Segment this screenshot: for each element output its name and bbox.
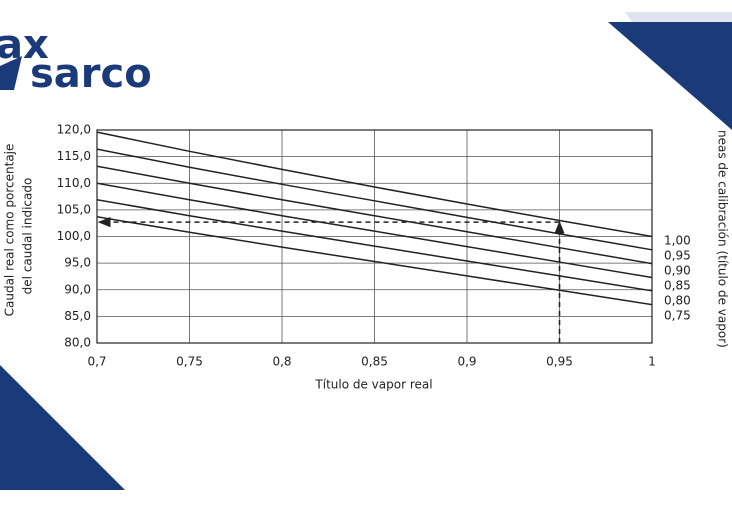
series-line [96,182,653,279]
legend-label: 0,80 [664,294,691,308]
y-tick-label: 110,0 [57,176,91,190]
y-tick-label: 120,0 [57,123,91,137]
corner-decoration [0,365,125,490]
legend-label: 0,90 [664,264,691,278]
right-axis-label: neas de calibración (título de vapor) [716,130,730,348]
y-tick-label: 90,0 [64,282,91,296]
y-axis-label: Caudal real como porcentaje [3,144,17,317]
series-line [96,165,653,265]
y-tick-label: 100,0 [57,229,91,243]
legend-label: 0,85 [664,279,691,293]
logo-mark [0,56,22,90]
y-tick-label: 85,0 [64,309,91,323]
legend-label: 0,95 [664,249,691,263]
x-tick-label: 0,95 [546,355,573,369]
corner-decoration [625,12,732,22]
y-tick-label: 115,0 [57,149,91,163]
x-tick-label: 0,7 [87,355,106,369]
x-tick-label: 1 [648,355,656,369]
legend-label: 1,00 [664,234,691,248]
y-tick-label: 105,0 [57,202,91,216]
x-axis-label: Título de vapor real [314,378,432,392]
y-tick-label: 80,0 [64,336,91,350]
series-line [96,216,653,306]
corner-decoration [608,22,732,130]
series-line [96,131,653,238]
logo-text: ax [0,22,49,68]
y-tick-label: 95,0 [64,256,91,270]
legend-label: 0,75 [664,309,691,323]
x-tick-label: 0,75 [176,355,203,369]
x-tick-label: 0,8 [272,355,291,369]
x-tick-label: 0,85 [361,355,388,369]
y-axis-label: del caudal indicado [21,178,35,295]
logo-text: sarco [30,51,152,97]
x-tick-label: 0,9 [457,355,476,369]
